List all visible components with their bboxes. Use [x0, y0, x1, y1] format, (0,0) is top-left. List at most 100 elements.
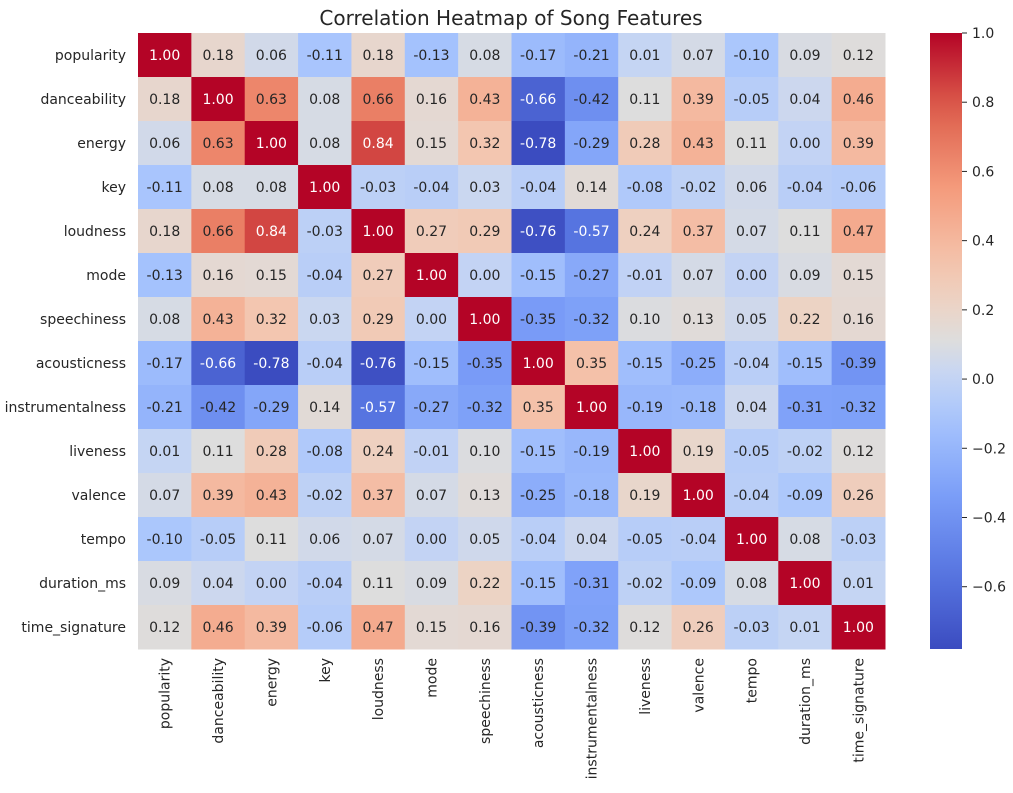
cell-annotation: -0.31	[573, 576, 609, 592]
cell-annotation: -0.35	[467, 356, 503, 372]
cell-annotation: -0.11	[147, 180, 183, 196]
cell-annotation: 0.03	[469, 180, 500, 196]
cell-annotation: -0.32	[467, 400, 503, 416]
heatmap-cell	[458, 121, 512, 166]
cell-annotation: 1.00	[843, 620, 874, 636]
heatmap-cell	[564, 429, 619, 474]
cell-annotation: 0.47	[363, 620, 394, 636]
heatmap-cell	[404, 297, 459, 342]
cell-annotation: 0.19	[629, 488, 660, 504]
colorbar-tick-label: 1.0	[972, 26, 994, 42]
heatmap-cell	[351, 121, 406, 166]
cell-annotation: 0.00	[256, 576, 287, 592]
row-label: instrumentalness	[5, 400, 126, 416]
heatmap-cell	[404, 561, 459, 606]
heatmap-cell	[564, 385, 619, 430]
row-label: danceability	[40, 92, 126, 108]
heatmap-cell	[351, 517, 406, 562]
column-label: instrumentalness	[585, 658, 601, 779]
heatmap-cell	[511, 341, 566, 386]
heatmap-cell	[298, 165, 352, 210]
heatmap-cell	[671, 33, 726, 78]
heatmap-cell	[564, 121, 619, 166]
row-label: key	[101, 180, 126, 196]
column-label: speechiness	[478, 658, 494, 744]
cell-annotation: 0.47	[843, 224, 874, 240]
row-label: speechiness	[40, 312, 126, 328]
cell-annotation: 1.00	[309, 180, 340, 196]
cell-annotation: 0.66	[363, 92, 394, 108]
heatmap-cell	[404, 253, 459, 298]
cell-annotation: -0.01	[413, 444, 449, 460]
heatmap-cell	[298, 429, 352, 474]
heatmap-cell	[724, 77, 779, 122]
heatmap-cell	[458, 605, 512, 650]
heatmap-cell	[191, 341, 246, 386]
heatmap-cell	[138, 473, 192, 518]
column-label: key	[318, 658, 334, 683]
heatmap-cell	[831, 561, 886, 606]
cell-annotation: 0.11	[202, 444, 233, 460]
cell-annotation: -0.04	[413, 180, 449, 196]
cell-annotation: 0.24	[629, 224, 660, 240]
heatmap-cell	[564, 165, 619, 210]
heatmap-cell	[671, 253, 726, 298]
heatmap-cell	[778, 561, 833, 606]
cell-annotation: -0.04	[307, 576, 343, 592]
cell-annotation: 0.01	[789, 620, 820, 636]
column-labels: popularity danceability energy key loudness m…	[158, 658, 868, 779]
cell-annotation: 0.35	[523, 400, 554, 416]
heatmap-cell	[671, 385, 726, 430]
cell-annotation: 0.63	[256, 92, 287, 108]
cell-annotation: -0.09	[680, 576, 716, 592]
heatmap-cell	[244, 253, 299, 298]
heatmap-cell	[244, 33, 299, 78]
heatmap-cell	[831, 33, 886, 78]
cell-annotation: -0.76	[360, 356, 396, 372]
heatmap-cell	[244, 561, 299, 606]
heatmap-cell	[564, 561, 619, 606]
cell-annotation: -0.04	[733, 356, 769, 372]
cell-annotation: 0.00	[469, 268, 500, 284]
heatmap-cell	[511, 297, 566, 342]
cell-annotation: 0.11	[789, 224, 820, 240]
heatmap-cell	[191, 253, 246, 298]
colorbar-tick-label: −0.6	[972, 580, 1006, 596]
cell-annotation: 0.18	[363, 48, 394, 64]
heatmap-cell	[511, 429, 566, 474]
heatmap-cell	[564, 253, 619, 298]
heatmap-cell	[244, 429, 299, 474]
heatmap-cell	[138, 165, 192, 210]
cell-annotation: 0.00	[416, 532, 447, 548]
heatmap-cell	[831, 605, 886, 650]
colorbar-tick-label: 0.0	[972, 372, 994, 388]
cell-annotation: 0.15	[843, 268, 874, 284]
heatmap-cell	[351, 77, 406, 122]
cell-annotation: -0.76	[520, 224, 556, 240]
cell-annotation: 0.03	[309, 312, 340, 328]
row-label: valence	[71, 488, 126, 504]
heatmap-cell	[618, 121, 673, 166]
heatmap-cell	[778, 605, 833, 650]
cell-annotation: -0.05	[733, 92, 769, 108]
colorbar	[930, 33, 962, 649]
heatmap-cell	[671, 473, 726, 518]
heatmap-cell	[351, 385, 406, 430]
cell-annotation: -0.15	[627, 356, 663, 372]
row-label: time_signature	[21, 620, 126, 636]
heatmap-cell	[138, 517, 192, 562]
cell-annotation: 0.39	[843, 136, 874, 152]
row-label: liveness	[69, 444, 126, 460]
cell-annotation: 0.08	[736, 576, 767, 592]
cell-annotation: 0.04	[576, 532, 607, 548]
heatmap-cell	[831, 165, 886, 210]
heatmap-cell	[458, 385, 512, 430]
heatmap-cell	[724, 209, 779, 254]
heatmap-cell	[671, 605, 726, 650]
heatmap-cell	[831, 429, 886, 474]
heatmap-cell	[564, 517, 619, 562]
cell-annotation: 0.11	[363, 576, 394, 592]
heatmap-cell	[778, 253, 833, 298]
cell-annotation: -0.05	[200, 532, 236, 548]
